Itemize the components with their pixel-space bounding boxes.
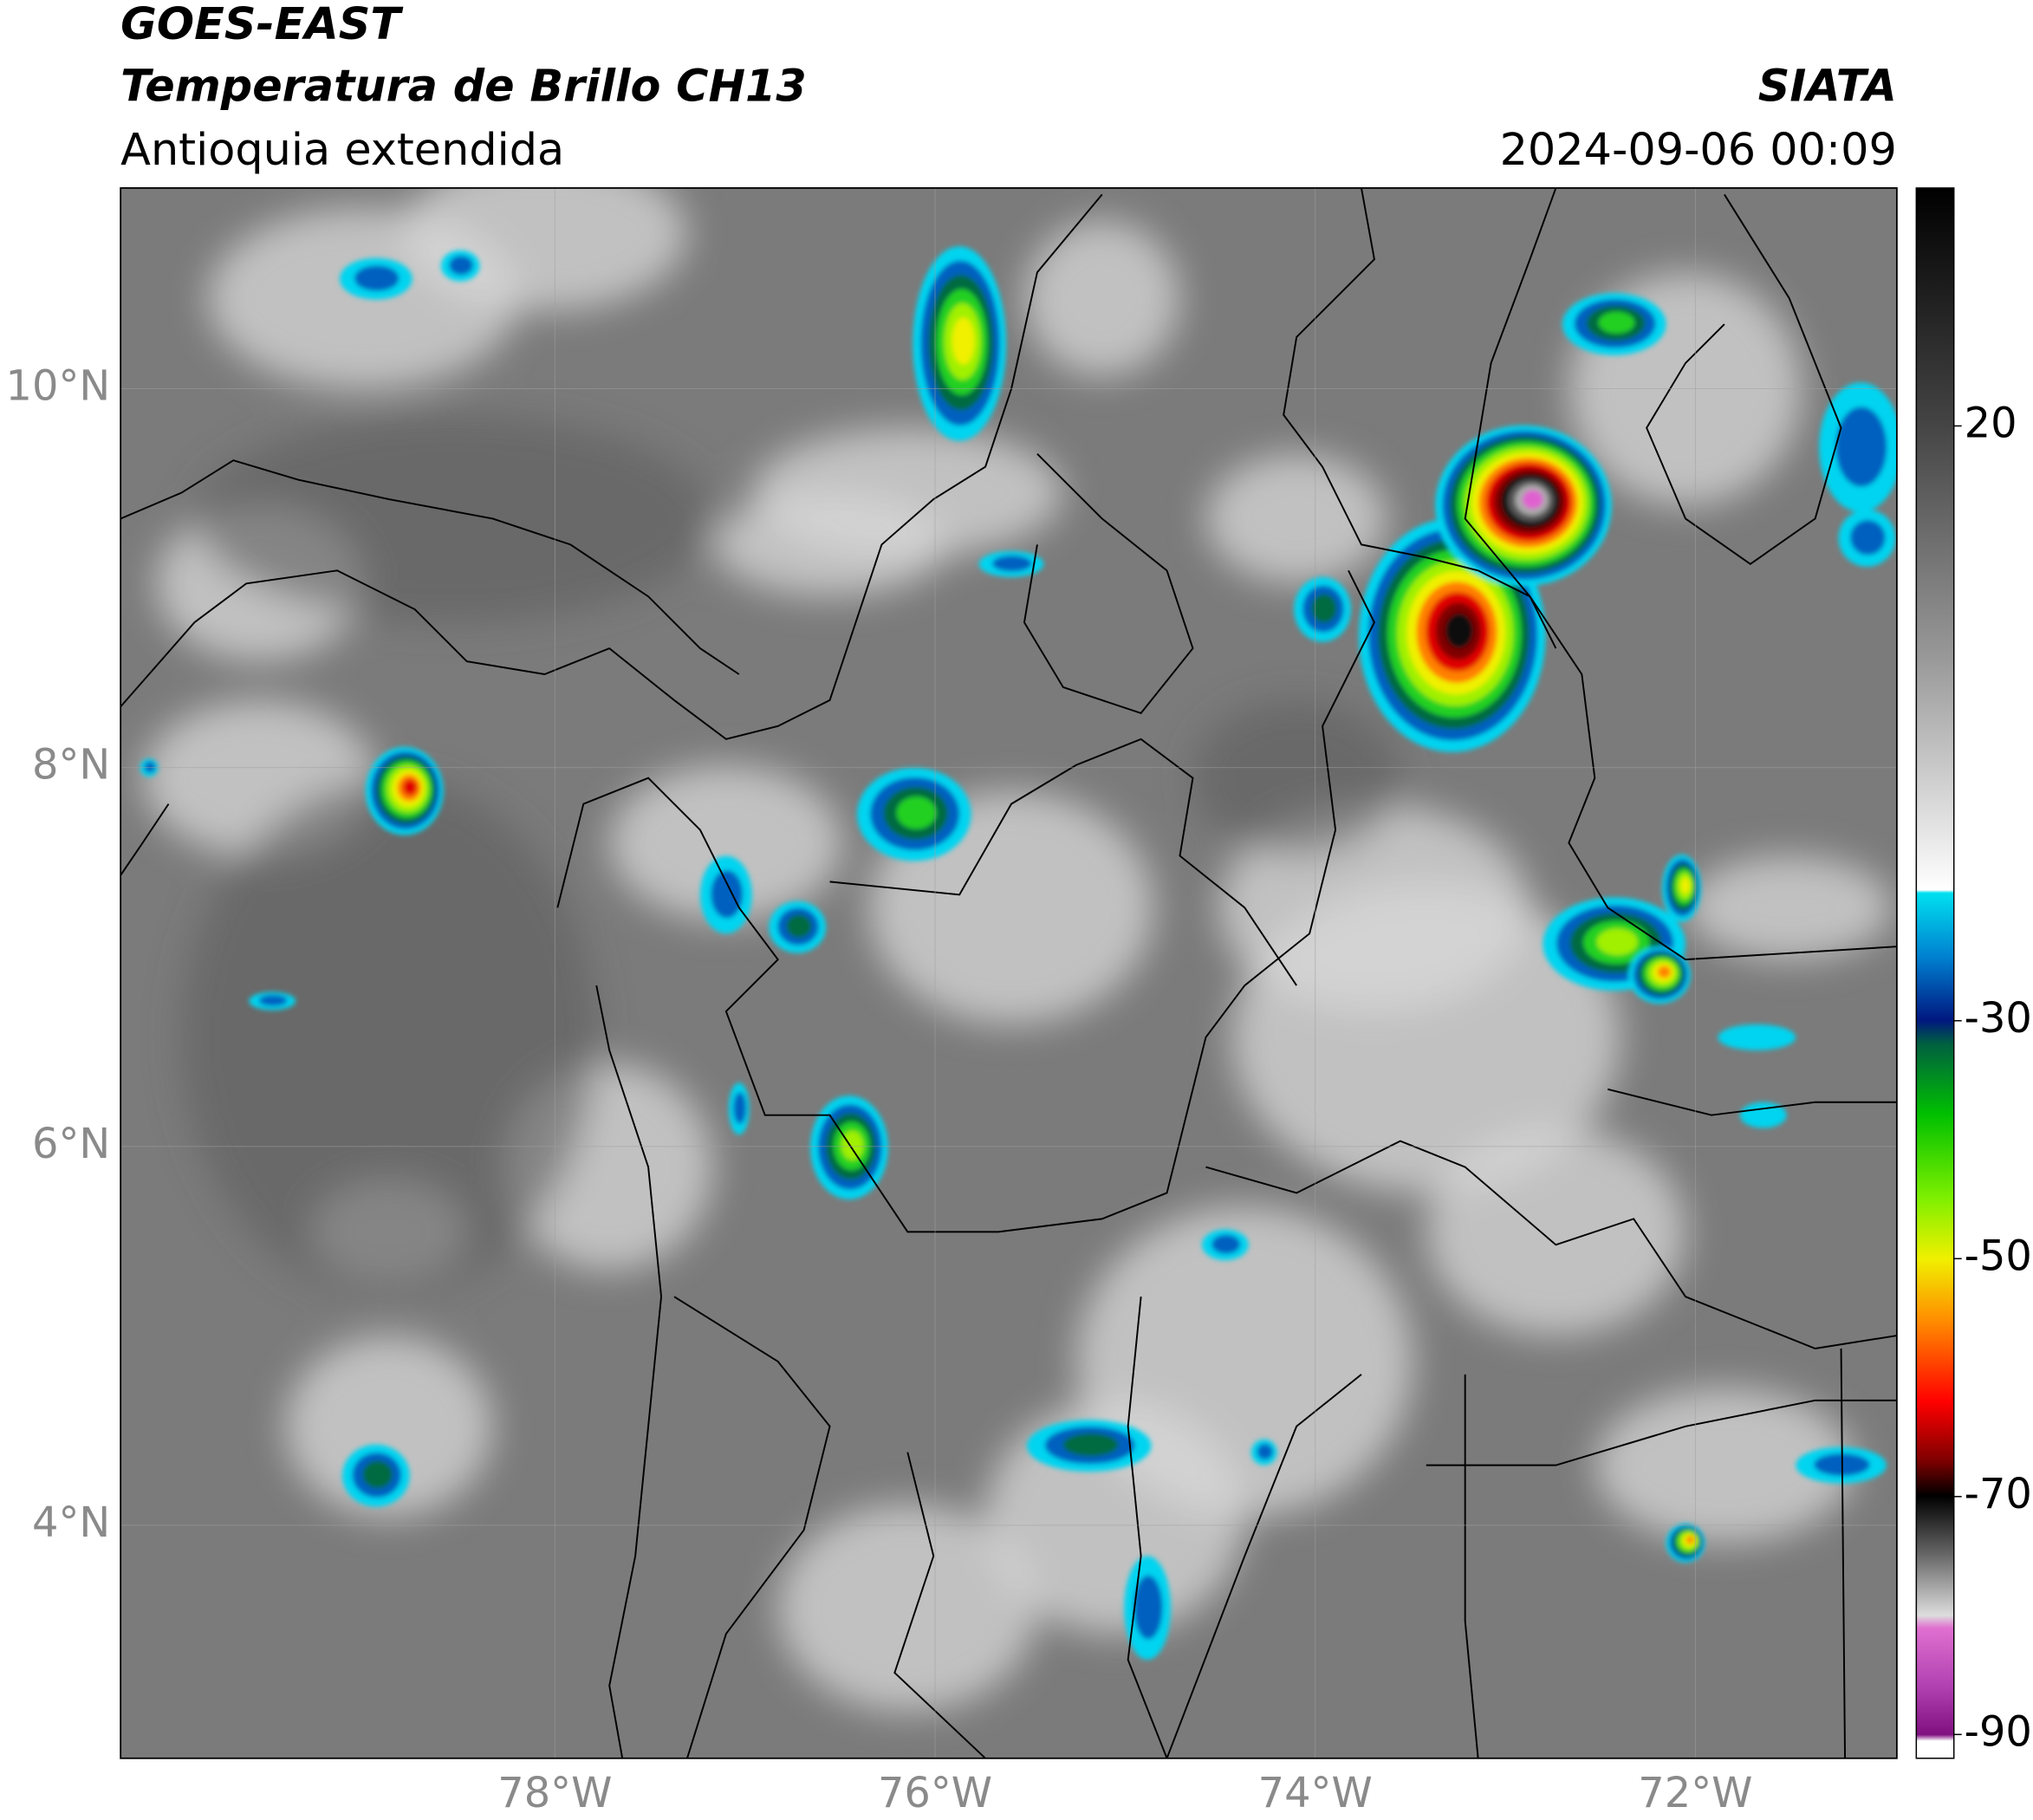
cloud: [285, 1336, 493, 1518]
colorbar-tick-label: -70: [1965, 1471, 2032, 1518]
storm-cell: [1686, 1536, 1695, 1544]
dark-area: [1192, 699, 1400, 856]
storm-cell: [952, 317, 975, 365]
cloud: [1595, 1387, 1854, 1544]
storm-cell: [144, 761, 156, 773]
grid: [120, 187, 1897, 1758]
colorbar-tick-label: -30: [1965, 995, 2032, 1043]
borders: [120, 187, 1897, 1758]
storm-cell: [1680, 877, 1691, 894]
cloud: [1231, 881, 1621, 1193]
storm-cell: [711, 870, 744, 919]
storm-cell: [1211, 1234, 1241, 1254]
cloud: [1205, 453, 1387, 584]
subtitle: Temperatura de Brillo CH13: [120, 61, 807, 112]
storm-cell: [1133, 1575, 1163, 1640]
storm-cell: [1596, 928, 1638, 956]
colorbar: [1915, 187, 1955, 1759]
cloud: [401, 187, 687, 312]
storm-cell: [362, 1460, 393, 1489]
cloud: [777, 1504, 1037, 1712]
datetime: 2024-09-06 00:09: [1500, 124, 1897, 175]
colorbar-tick-label: 20: [1965, 400, 2017, 447]
source: SIATA: [1758, 61, 1897, 112]
region: Antioquia extendida: [120, 124, 564, 175]
cloud: [1426, 1128, 1686, 1336]
storm-cell: [1835, 406, 1887, 487]
cloud: [1686, 855, 1893, 960]
storm-cell: [258, 994, 288, 1006]
storm-cell: [1311, 594, 1337, 623]
storm-cell: [786, 914, 812, 938]
cloud: [1023, 220, 1180, 376]
storm-cell: [1598, 311, 1635, 334]
storm-cell: [991, 556, 1032, 572]
storm-cell: [1657, 965, 1672, 978]
storm-cell: [402, 779, 418, 796]
x-tick-label: 72°W: [1638, 1770, 1752, 1817]
storm-cell: [733, 1092, 747, 1125]
y-tick-label: 6°N: [32, 1121, 110, 1168]
storm-cell: [1062, 1433, 1119, 1457]
storm-cell: [1522, 490, 1543, 510]
x-tick-label: 74°W: [1258, 1770, 1373, 1817]
storm-cell: [896, 796, 937, 829]
storm-cell: [1257, 1443, 1273, 1460]
storm-cell: [354, 265, 399, 291]
dark-area: [194, 414, 713, 623]
storm-cell: [1850, 520, 1886, 556]
y-tick-label: 10°N: [6, 363, 111, 411]
y-tick-label: 8°N: [32, 742, 110, 790]
storm-cell: [1718, 1024, 1796, 1050]
cloud: [609, 764, 843, 921]
x-tick-label: 76°W: [878, 1770, 992, 1817]
colorbar-tick-label: -50: [1965, 1232, 2032, 1280]
y-tick-label: 4°N: [32, 1499, 110, 1547]
map-frame: [120, 187, 1898, 1759]
axes: 78°W 76°W 74°W 72°W 4°N 6°N 8°N 10°N -90 -70 -50 -3…: [6, 363, 2032, 1818]
storm-cell: [449, 256, 473, 276]
dark-area: [181, 777, 597, 1297]
map: [120, 187, 1897, 1758]
colorbar-tick-label: -90: [1965, 1708, 2032, 1756]
cloud: [712, 492, 947, 597]
storm-cell: [841, 1130, 864, 1160]
storm-cell: [1445, 613, 1474, 649]
storm-cell: [1739, 1102, 1787, 1128]
title: GOES-EAST: [120, 0, 404, 49]
x-tick-label: 78°W: [497, 1770, 612, 1817]
